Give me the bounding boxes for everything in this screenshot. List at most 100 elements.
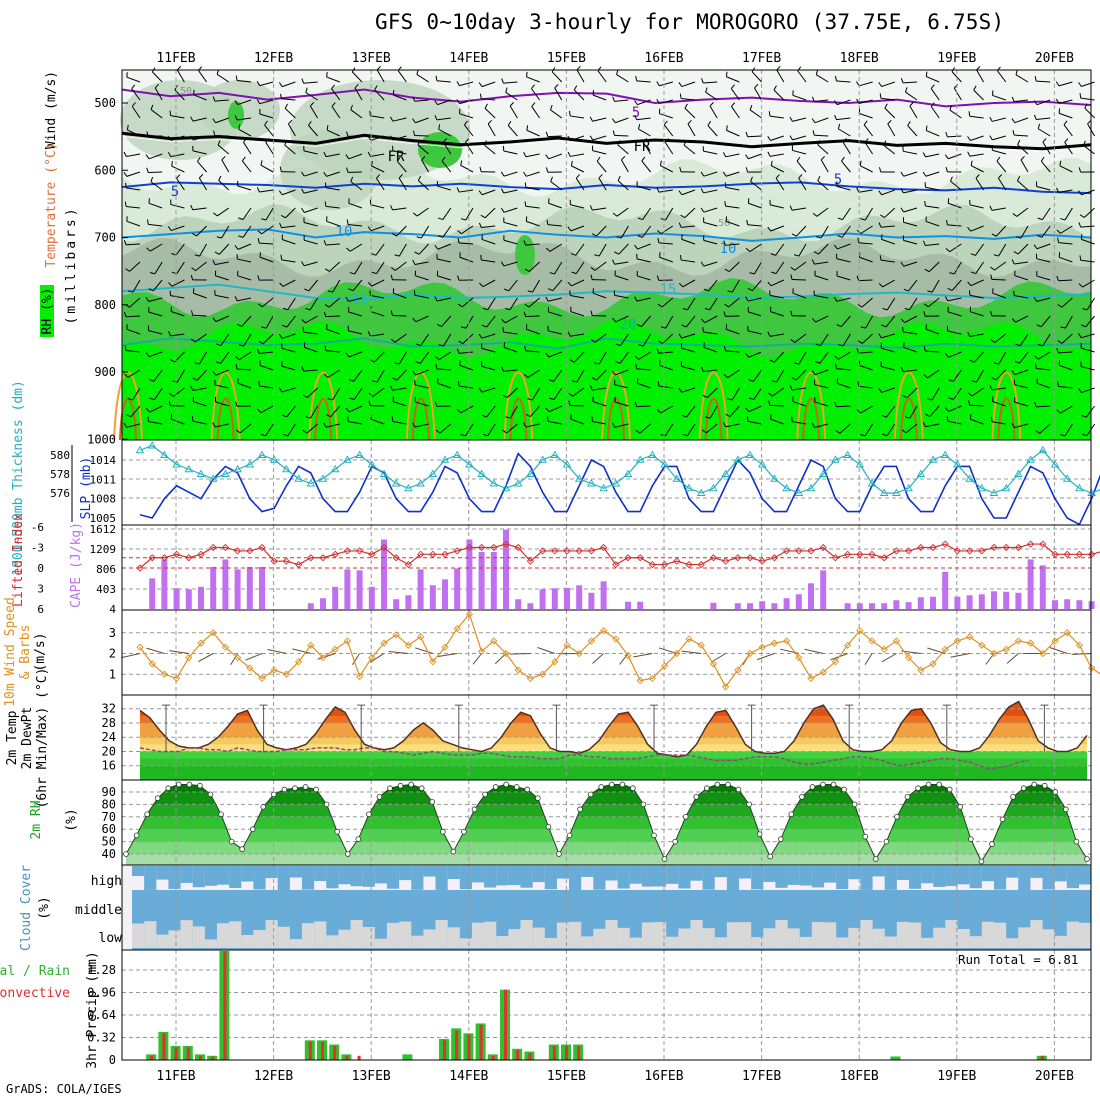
wind-barb — [636, 80, 651, 83]
wind-barb-tick — [923, 374, 928, 379]
temp-band-low — [140, 765, 1087, 780]
cloud-high-bar — [617, 866, 630, 889]
cape-bar — [588, 592, 595, 609]
wind-barb-tick — [376, 174, 381, 179]
wind10-barb — [370, 653, 385, 663]
wind-barb — [459, 113, 474, 119]
wind-barb — [437, 185, 451, 191]
wind-barb-tick — [722, 152, 727, 158]
wind-barb-tick — [500, 188, 505, 194]
precip-conv-bar — [150, 1055, 154, 1060]
lifted-index-line — [139, 543, 1100, 569]
wind-barb — [837, 382, 851, 389]
contour-label: 15 — [352, 292, 369, 308]
wind-barb-tick — [815, 69, 819, 75]
wind-barb — [326, 328, 340, 335]
temp-tick-label: 32 — [102, 702, 116, 716]
thickness-point — [745, 450, 755, 458]
wind10-point — [685, 635, 693, 643]
wind-barb-tick — [589, 385, 593, 391]
wind-barb — [570, 115, 585, 119]
wind-barb-tick — [260, 433, 266, 437]
lifted-index-point — [721, 557, 730, 565]
temp-loop-25 — [113, 371, 143, 441]
lifted-index-point — [782, 547, 791, 555]
ylabel-precip-0: Total / Rain — [0, 964, 70, 979]
wind-barb — [775, 243, 785, 256]
wind-barb-tick — [549, 272, 555, 275]
wind-barb — [769, 153, 784, 157]
thickness-point — [355, 450, 364, 458]
rh-point — [672, 838, 678, 845]
cloud-high-bar — [144, 866, 157, 890]
wind-barb-tick — [811, 422, 816, 428]
wind-barb — [951, 71, 962, 83]
wind-barb — [638, 128, 651, 137]
wind-barb — [437, 297, 451, 302]
wind-barb — [198, 177, 208, 191]
wind10-point — [477, 647, 486, 656]
lifted-index-point — [624, 554, 632, 562]
wind-barb — [615, 369, 629, 376]
wind-barb-tick — [412, 96, 416, 102]
wind-barb — [620, 159, 629, 173]
wind-barb — [348, 297, 363, 302]
rh-point — [799, 794, 805, 800]
wind-barb-tick — [945, 131, 948, 137]
wind-barb — [414, 384, 429, 389]
wind-barb — [949, 243, 962, 253]
cloud-low-bar — [908, 922, 922, 948]
wind-barb-tick — [568, 400, 571, 406]
wind-barb-tick — [524, 268, 530, 272]
lifted-index-point — [172, 550, 181, 558]
cloud-low-bar — [921, 937, 934, 948]
wind-barb-tick — [372, 380, 378, 383]
wind-barb-tick — [884, 103, 888, 109]
wind-barb — [975, 243, 985, 256]
wind-barb-tick — [659, 160, 662, 166]
wind-barb — [528, 297, 540, 308]
wind-barb — [792, 387, 807, 391]
wind-barb-tick — [923, 311, 926, 317]
wind-barb — [1081, 189, 1095, 196]
wind10-point — [575, 649, 583, 658]
wind-barb-tick — [596, 156, 601, 162]
wind-barb — [176, 261, 185, 274]
wind-barb — [575, 243, 585, 256]
wind-barb-tick — [168, 331, 171, 337]
wind-barb-tick — [416, 236, 422, 239]
wind10-point — [892, 637, 901, 645]
thickness-point — [367, 460, 377, 468]
wind-barb-tick — [1020, 155, 1025, 161]
thickness-line — [139, 444, 1100, 494]
wind-barb-tick — [394, 254, 400, 257]
wind-barb-tick — [990, 416, 993, 422]
wind-barb — [509, 297, 518, 311]
wind-barb-tick — [127, 398, 133, 401]
wind-barb-tick — [791, 377, 797, 381]
wind10-point — [1063, 629, 1071, 637]
cloud-low-bar — [593, 928, 606, 948]
date-label-top: 11FEB — [156, 51, 195, 66]
wind10-point — [233, 654, 242, 662]
wind-barb — [352, 279, 363, 292]
wind-barb-tick — [878, 333, 882, 339]
wind-barb-tick — [833, 296, 838, 302]
wind-barb — [548, 202, 562, 209]
rh-point — [862, 833, 869, 840]
wind-barb-tick — [389, 116, 394, 122]
wind-barb-tick — [589, 205, 593, 211]
wind-barb — [659, 113, 673, 119]
wind-barb — [903, 171, 918, 177]
wind-barb — [192, 207, 207, 211]
wind-barb-tick — [1042, 138, 1047, 143]
wind-barb-tick — [412, 212, 418, 217]
wind-barb — [947, 330, 962, 335]
pressure-tick-label: 900 — [94, 365, 116, 379]
cross-section-panel: 5FRFR55101015152050505006007008009001000… — [40, 65, 1096, 446]
wind10-tick-label: 1 — [109, 667, 116, 681]
wind-barb-tick — [927, 290, 933, 293]
wind-barb — [947, 297, 962, 302]
cloud-low-bar — [496, 936, 509, 948]
wind-barb — [703, 346, 718, 353]
